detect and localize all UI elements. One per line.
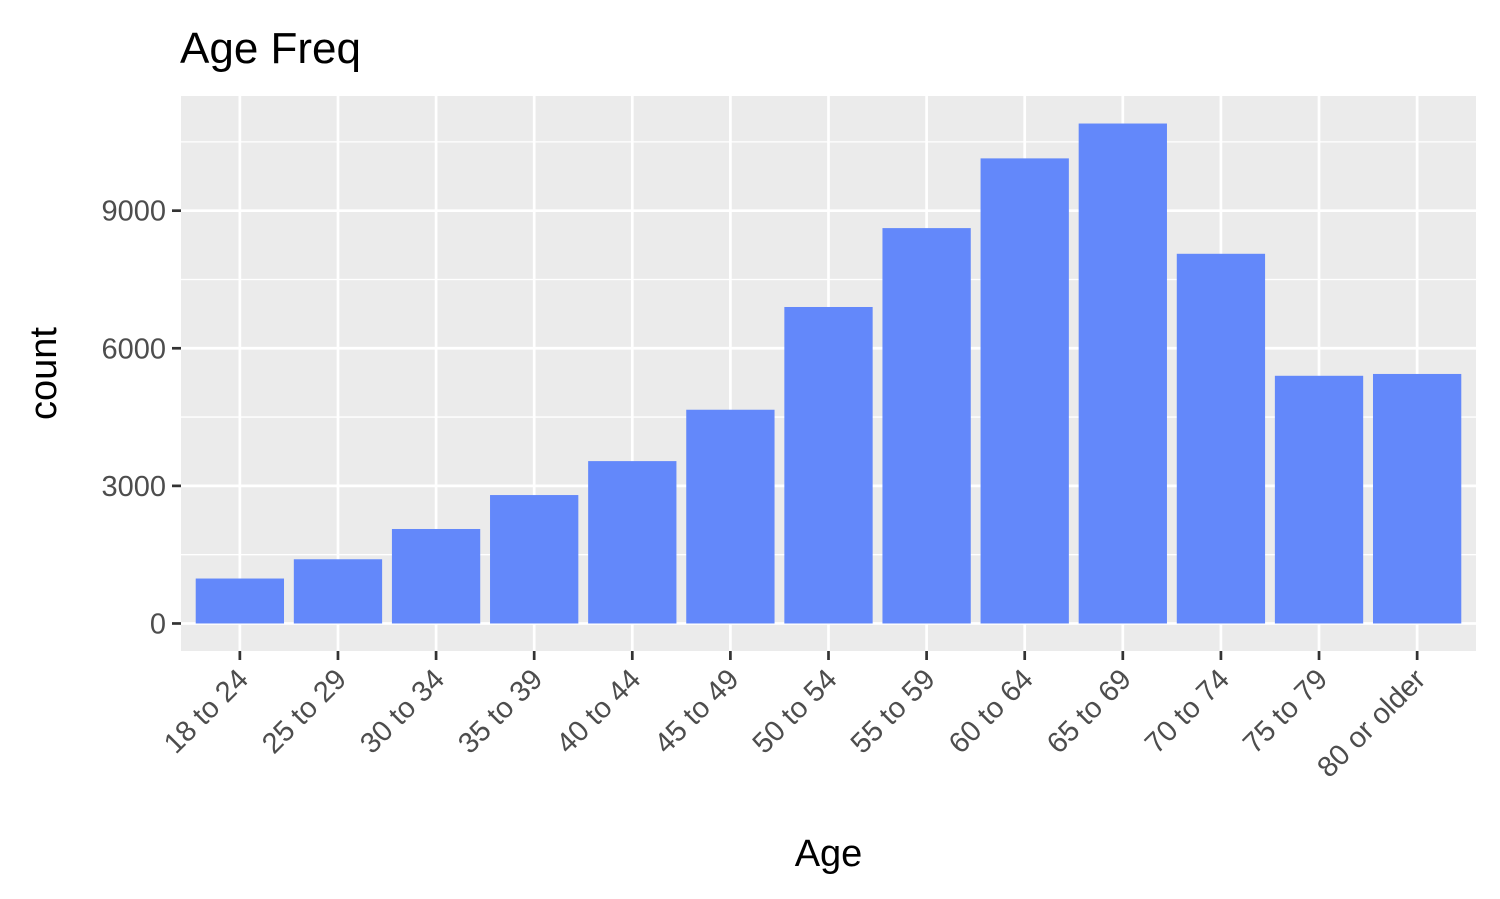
x-tick-label-8: 60 to 64	[943, 663, 1040, 760]
bar-5	[686, 409, 775, 624]
x-tick-label-9: 65 to 69	[1041, 663, 1138, 760]
y-axis: 0 3000 6000 9000	[101, 196, 181, 640]
x-axis: 18 to 24 25 to 29 30 to 34 35 to 39 40 to 44…	[158, 651, 1432, 784]
bar-11	[1274, 375, 1364, 624]
bar-10	[1176, 253, 1266, 624]
x-tick-label-4: 40 to 44	[550, 663, 647, 760]
x-tick-label-6: 50 to 54	[747, 663, 844, 760]
bar-12	[1372, 373, 1462, 624]
x-tick-label-2: 30 to 34	[354, 663, 451, 760]
x-tick-label-0: 18 to 24	[158, 663, 255, 760]
x-tick-label-11: 75 to 79	[1237, 663, 1334, 760]
y-tick-label-2: 6000	[101, 333, 166, 365]
bars	[195, 123, 1462, 624]
bar-8	[980, 158, 1069, 624]
x-tick-label-3: 35 to 39	[452, 663, 549, 760]
bar-4	[588, 461, 677, 624]
chart-title: Age Freq	[180, 24, 361, 73]
y-axis-title: count	[23, 327, 65, 420]
y-tick-label-1: 3000	[101, 471, 166, 503]
bar-9	[1078, 123, 1167, 624]
x-tick-label-10: 70 to 74	[1139, 663, 1236, 760]
bar-0	[195, 578, 285, 624]
bar-2	[391, 528, 481, 624]
x-axis-title: Age	[795, 833, 863, 875]
bar-1	[293, 559, 383, 624]
x-tick-label-5: 45 to 49	[649, 663, 746, 760]
x-tick-label-1: 25 to 29	[256, 663, 353, 760]
y-tick-label-3: 9000	[101, 196, 166, 228]
bar-7	[882, 228, 971, 624]
bar-3	[490, 495, 579, 624]
x-tick-label-12: 80 or older	[1311, 663, 1432, 784]
y-tick-label-0: 0	[150, 608, 166, 640]
bar-6	[784, 306, 873, 624]
x-tick-label-7: 55 to 59	[845, 663, 942, 760]
